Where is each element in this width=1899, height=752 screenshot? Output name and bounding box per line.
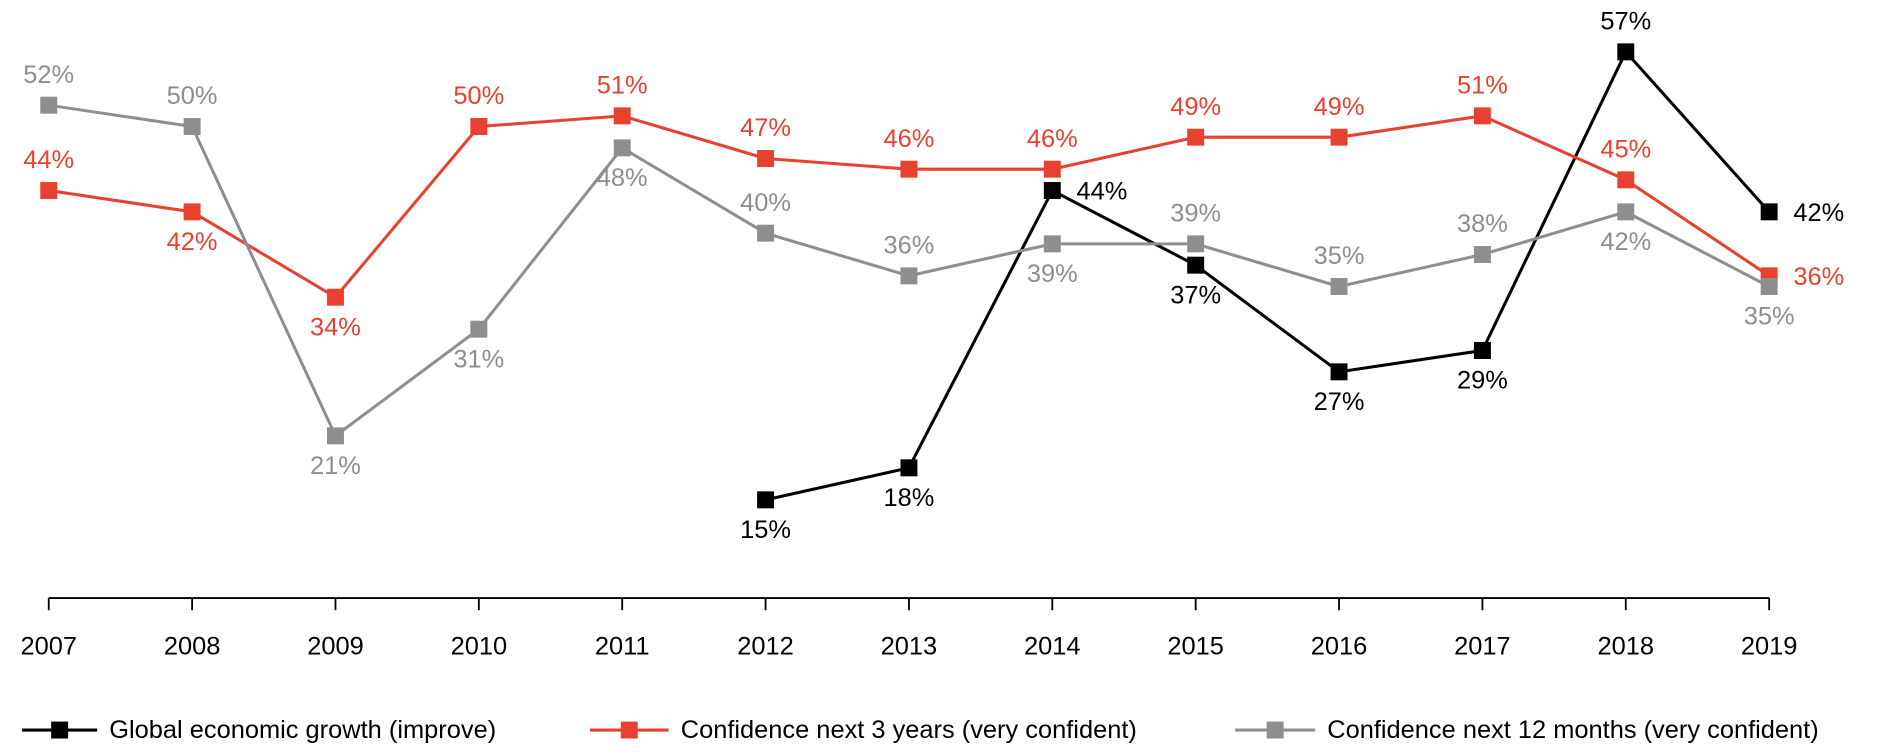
x-tick-label: 2011 xyxy=(595,632,650,660)
x-tick-label: 2007 xyxy=(20,632,77,660)
data-label: 37% xyxy=(1170,281,1221,309)
point-marker xyxy=(1760,278,1778,295)
x-tick-label: 2018 xyxy=(1598,632,1655,660)
x-tick-label: 2014 xyxy=(1024,632,1081,660)
point-marker xyxy=(1760,203,1778,221)
data-label: 57% xyxy=(1600,8,1651,36)
point-marker xyxy=(757,150,775,167)
data-label: 27% xyxy=(1314,388,1365,416)
data-label: 51% xyxy=(1457,72,1508,100)
data-label: 35% xyxy=(1744,303,1795,331)
data-label: 36% xyxy=(1793,263,1844,291)
point-marker xyxy=(757,491,775,509)
point-marker xyxy=(757,224,775,242)
data-label: 50% xyxy=(453,82,504,110)
point-marker xyxy=(1043,235,1061,253)
data-label: 39% xyxy=(1027,260,1078,288)
data-label: 51% xyxy=(597,72,648,100)
x-tick-label: 2010 xyxy=(451,632,508,660)
data-label: 40% xyxy=(740,189,791,217)
point-marker xyxy=(1617,203,1635,221)
point-marker xyxy=(1187,235,1205,253)
data-label: 50% xyxy=(167,82,218,110)
point-marker xyxy=(1617,171,1635,189)
data-label: 42% xyxy=(167,228,218,256)
point-marker xyxy=(1330,128,1348,146)
data-label: 31% xyxy=(453,345,504,373)
data-label: 42% xyxy=(1600,228,1651,256)
point-marker xyxy=(900,459,918,477)
point-marker xyxy=(1617,43,1635,61)
data-label: 38% xyxy=(1457,210,1508,238)
legend-label: Global economic growth (improve) xyxy=(109,716,496,744)
point-marker xyxy=(183,118,201,135)
x-tick-label: 2009 xyxy=(307,632,364,660)
point-marker xyxy=(1473,246,1491,263)
data-label: 44% xyxy=(1077,178,1128,206)
data-label: 21% xyxy=(310,452,361,480)
point-marker xyxy=(470,320,488,338)
point-marker xyxy=(1043,182,1061,199)
legend-label: Confidence next 3 years (very confident) xyxy=(681,716,1137,744)
point-marker xyxy=(183,203,201,221)
series-line xyxy=(765,49,1771,502)
point-marker xyxy=(613,107,631,125)
point-marker xyxy=(900,267,918,285)
point-marker xyxy=(1330,278,1348,295)
legend-marker xyxy=(620,721,638,739)
point-marker xyxy=(900,160,918,178)
data-label: 42% xyxy=(1793,199,1844,227)
point-marker xyxy=(1473,107,1491,125)
x-tick-label: 2013 xyxy=(881,632,938,660)
x-tick-label: 2017 xyxy=(1454,632,1511,660)
point-marker xyxy=(1187,128,1205,146)
point-marker xyxy=(470,118,488,135)
point-marker xyxy=(327,288,344,306)
legend-label: Confidence next 12 months (very confiden… xyxy=(1327,716,1818,744)
point-marker xyxy=(327,427,344,445)
data-label: 39% xyxy=(1170,200,1221,228)
data-label: 29% xyxy=(1457,367,1508,395)
data-label: 36% xyxy=(884,232,935,260)
data-label: 44% xyxy=(23,146,74,174)
point-marker xyxy=(613,139,631,157)
x-tick-label: 2019 xyxy=(1741,632,1798,660)
data-label: 34% xyxy=(310,313,361,341)
data-label: 45% xyxy=(1600,136,1651,164)
point-marker xyxy=(1187,256,1205,274)
point-marker xyxy=(1043,160,1061,178)
data-label: 35% xyxy=(1314,242,1365,270)
legend-marker xyxy=(1266,721,1284,739)
data-label: 15% xyxy=(740,516,791,544)
point-marker xyxy=(40,96,58,114)
point-marker xyxy=(40,182,58,199)
data-label: 46% xyxy=(884,125,935,153)
point-marker xyxy=(1473,342,1491,359)
data-label: 46% xyxy=(1027,125,1078,153)
x-tick-label: 2015 xyxy=(1167,632,1224,660)
data-label: 47% xyxy=(740,114,791,142)
x-tick-label: 2012 xyxy=(737,632,794,660)
data-label: 49% xyxy=(1314,93,1365,121)
x-tick-label: 2008 xyxy=(164,632,221,660)
x-tick-label: 2016 xyxy=(1311,632,1368,660)
data-label: 48% xyxy=(597,164,648,192)
data-label: 52% xyxy=(23,61,74,89)
data-label: 18% xyxy=(884,484,935,512)
legend-marker xyxy=(51,721,69,739)
data-label: 49% xyxy=(1170,93,1221,121)
point-marker xyxy=(1330,363,1348,381)
